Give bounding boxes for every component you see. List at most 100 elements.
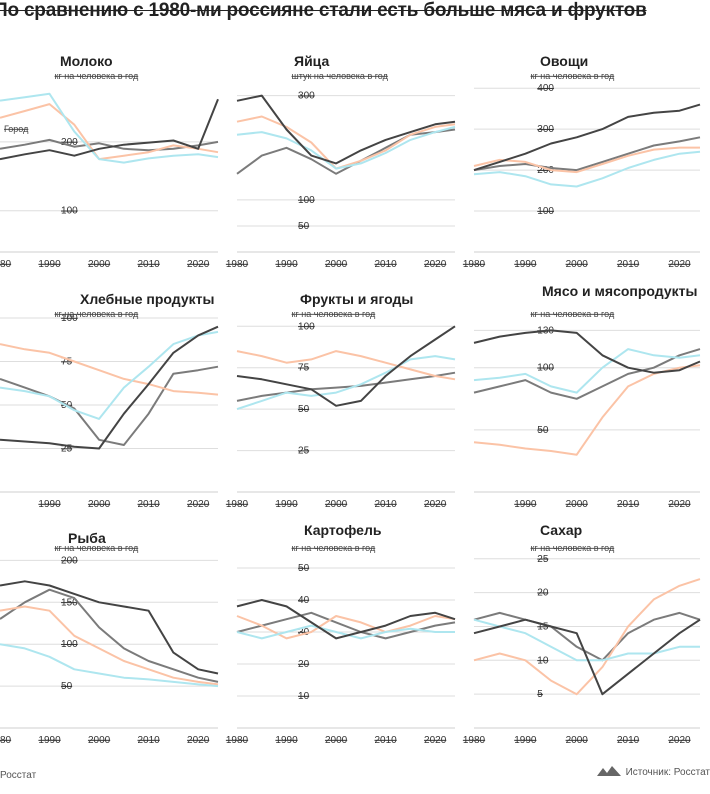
x-tick-label: 2000: [566, 259, 589, 270]
x-tick-label: 2000: [88, 499, 111, 510]
x-tick-label: 1980: [226, 735, 249, 746]
series-line-2: [473, 364, 701, 456]
x-tick-label: 2010: [138, 499, 161, 510]
series-line-4: [473, 618, 701, 696]
x-tick-label: 1980: [0, 735, 12, 746]
series-line-2: [236, 350, 456, 381]
y-tick-label: 15: [537, 621, 549, 632]
series-line-2: [473, 146, 700, 174]
x-tick-label: 2020: [424, 259, 447, 270]
series-line-1: [236, 611, 456, 640]
x-tick-label: 1980: [463, 735, 486, 746]
x-tick-label: 2000: [88, 259, 111, 270]
series-line-2: [0, 103, 219, 161]
y-tick-label: 300: [537, 124, 554, 135]
panel-title: Мясо и мясопродукты: [542, 283, 697, 299]
x-tick-label: 2010: [375, 259, 398, 270]
series-line-1: [473, 611, 701, 662]
series-line-3: [473, 348, 701, 394]
footer-source: Источник: Росстат: [596, 764, 710, 781]
series-line-2: [0, 605, 219, 686]
y-tick-label: 100: [537, 363, 554, 374]
x-tick-label: 2020: [668, 259, 691, 270]
y-tick-label: 50: [298, 221, 310, 232]
unit-label: кг на человека в год: [292, 309, 376, 319]
series-line-1: [473, 136, 701, 172]
series-line-2: [236, 615, 456, 640]
y-tick-label: 100: [61, 313, 78, 324]
footer-source-label: Источник: Росстат: [625, 767, 710, 779]
series-line-4: [473, 103, 701, 172]
panel-title: Сахар: [540, 522, 582, 538]
series-line-1: [236, 128, 456, 175]
panel-title: Яйца: [294, 53, 329, 69]
panel-title: Молоко: [60, 53, 113, 69]
x-tick-label: 2000: [88, 735, 111, 746]
y-tick-label: 100: [298, 195, 315, 206]
series-line-2: [0, 343, 219, 396]
y-tick-label: 200: [61, 137, 78, 148]
series-line-1: [236, 371, 456, 402]
series-line-3: [236, 125, 456, 170]
series-line-4: [0, 98, 219, 161]
y-tick-label: 20: [298, 659, 310, 670]
series-line-1: [0, 588, 219, 683]
x-tick-label: 2000: [566, 735, 589, 746]
series-line-3: [236, 355, 456, 411]
y-tick-label: 5: [537, 689, 543, 700]
source-logo-icon: [596, 764, 622, 781]
x-tick-label: 2020: [424, 499, 447, 510]
y-tick-label: 10: [537, 655, 549, 666]
y-tick-label: 50: [537, 425, 549, 436]
unit-label: кг на человека в год: [55, 543, 139, 553]
x-tick-label: 2000: [325, 735, 348, 746]
series-line-1: [0, 365, 219, 446]
y-tick-label: 100: [298, 321, 315, 332]
x-tick-label: 1990: [38, 735, 61, 746]
y-tick-label: 100: [537, 206, 554, 217]
x-tick-label: 2010: [375, 499, 398, 510]
x-tick-label: 2010: [617, 735, 640, 746]
x-tick-label: 1980: [463, 259, 486, 270]
series-line-3: [0, 643, 219, 688]
x-tick-label: 1980: [0, 259, 12, 270]
y-tick-label: 25: [298, 446, 310, 457]
series-line-1: [473, 348, 701, 400]
y-tick-label: 100: [61, 639, 78, 650]
series-line-2: [473, 578, 701, 696]
y-tick-label: 30: [298, 627, 310, 638]
unit-label: кг на человека в год: [292, 543, 376, 553]
x-tick-label: 1990: [275, 499, 298, 510]
x-tick-label: 1980: [226, 259, 249, 270]
y-tick-label: 10: [298, 691, 310, 702]
y-tick-label: 150: [61, 597, 78, 608]
series-line-3: [473, 150, 701, 188]
unit-label: штук на человека в год: [292, 71, 389, 81]
series-line-4: [236, 325, 456, 407]
panel-title: Картофель: [304, 522, 382, 538]
y-tick-label: 25: [61, 444, 73, 455]
series-line-3: [473, 618, 700, 662]
y-tick-label: 40: [298, 595, 310, 606]
panel-title: Рыба: [68, 530, 106, 546]
x-tick-label: 1990: [38, 259, 61, 270]
x-tick-label: 2020: [424, 735, 447, 746]
x-tick-label: 2000: [566, 499, 589, 510]
y-tick-label: 50: [61, 681, 73, 692]
y-tick-label: 20: [537, 588, 549, 599]
panel-title: Овощи: [540, 53, 588, 69]
x-tick-label: 1990: [514, 499, 537, 510]
x-tick-label: 1980: [226, 499, 249, 510]
y-tick-label: 200: [537, 165, 554, 176]
panel-title: Хлебные продукты: [80, 291, 214, 307]
series-line-4: [473, 329, 701, 374]
x-tick-label: 2000: [325, 259, 348, 270]
x-tick-label: 2020: [668, 735, 691, 746]
y-tick-label: 75: [61, 357, 73, 368]
unit-label: кг на человека в год: [531, 71, 615, 81]
unit-label: кг на человека в год: [531, 543, 615, 553]
x-tick-label: 2010: [617, 499, 640, 510]
panel-title: Фрукты и ягоды: [300, 291, 413, 307]
x-tick-label: 2010: [617, 259, 640, 270]
series-line-3: [0, 92, 219, 164]
